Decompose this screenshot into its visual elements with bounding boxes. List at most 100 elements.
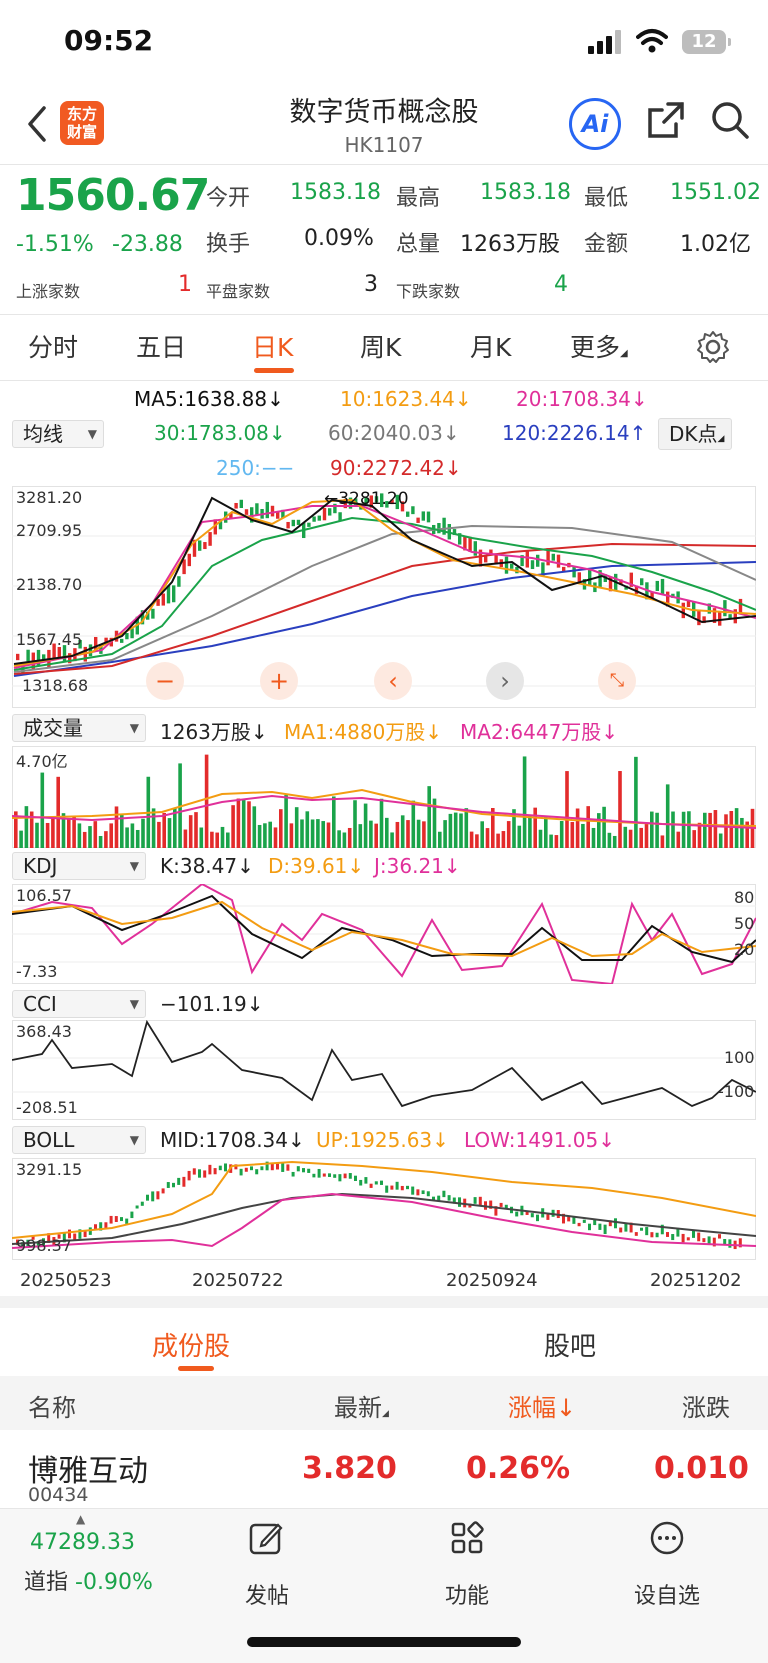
cci-selector[interactable]: CCI ▼ xyxy=(12,990,146,1018)
boll-candle xyxy=(286,1164,290,1171)
col-name[interactable]: 名称 xyxy=(28,1394,76,1422)
kdj-selector-label: KDJ xyxy=(23,854,58,878)
boll-candle xyxy=(296,1166,300,1172)
candle xyxy=(738,598,743,615)
volume-bar xyxy=(247,801,251,848)
boll-candle xyxy=(624,1223,628,1232)
boll-candle xyxy=(328,1173,331,1177)
candle xyxy=(281,509,285,519)
low-value: 1551.02 xyxy=(670,180,761,205)
boll-candle xyxy=(338,1174,342,1182)
volume-selector[interactable]: 成交量 ▼ xyxy=(12,714,146,742)
boll-candle xyxy=(546,1214,550,1220)
col-latest[interactable]: 最新◢ xyxy=(334,1394,389,1422)
candle xyxy=(62,645,67,663)
index-expand-icon[interactable]: ▲ xyxy=(76,1512,86,1526)
volume-bar xyxy=(332,796,336,848)
volume-bar xyxy=(575,808,580,848)
fullscreen-button[interactable]: ⤡ xyxy=(598,662,636,700)
boll-candle xyxy=(276,1163,279,1170)
tab-weekly-k[interactable]: 周K xyxy=(360,333,402,362)
boll-candle xyxy=(125,1218,129,1224)
volume-bar xyxy=(183,829,188,848)
volume-bar xyxy=(199,827,204,848)
boll-candle xyxy=(203,1170,207,1178)
scroll-right-button[interactable]: › xyxy=(486,662,524,700)
boll-candle xyxy=(359,1179,363,1186)
boll-candle xyxy=(322,1173,326,1177)
stock-code: 00434 xyxy=(28,1484,89,1506)
volume-bar xyxy=(273,827,278,848)
volume-bar xyxy=(347,827,352,848)
candle xyxy=(307,522,311,527)
boll-candle xyxy=(343,1173,347,1179)
volume-bar xyxy=(337,830,341,848)
boll-candle xyxy=(640,1227,643,1231)
candle xyxy=(733,609,737,624)
post-icon[interactable] xyxy=(248,1520,284,1556)
boll-selector[interactable]: BOLL ▼ xyxy=(12,1126,146,1154)
tab-monthly-k[interactable]: 月K xyxy=(470,333,512,362)
col-change[interactable]: 涨跌 xyxy=(682,1394,730,1422)
tab-forum[interactable]: 股吧 xyxy=(544,1332,597,1362)
settings-icon[interactable] xyxy=(696,330,730,364)
boll-candle xyxy=(499,1202,503,1207)
tab-five-day[interactable]: 五日 xyxy=(136,333,187,362)
turnover-value: 0.09% xyxy=(304,226,374,251)
back-icon[interactable] xyxy=(24,104,50,144)
volume-bar xyxy=(411,800,416,848)
functions-label[interactable]: 功能 xyxy=(444,1584,489,1609)
boll-candle xyxy=(120,1217,123,1222)
volume-bar xyxy=(93,821,98,848)
volume-bar xyxy=(740,817,744,848)
candle xyxy=(478,549,483,567)
volume-bar xyxy=(660,835,665,848)
more-icon[interactable] xyxy=(649,1520,685,1556)
volume-bar xyxy=(406,820,410,848)
boll-candle xyxy=(593,1218,597,1226)
dk-point-button[interactable]: DK点◢ xyxy=(658,418,732,450)
tab-daily-k[interactable]: 日K xyxy=(252,333,294,362)
volume-bar xyxy=(687,811,691,848)
ai-button[interactable]: Ai xyxy=(569,98,621,150)
section-gap xyxy=(0,1296,768,1308)
col-change-pct[interactable]: 涨幅↓ xyxy=(508,1394,577,1422)
index-value[interactable]: 47289.33 xyxy=(30,1530,135,1555)
tab-constituents[interactable]: 成份股 xyxy=(152,1332,231,1362)
boll-candle xyxy=(603,1224,607,1235)
volume-bar xyxy=(718,833,723,848)
tab-intraday[interactable]: 分时 xyxy=(28,333,79,362)
candle xyxy=(697,609,701,626)
add-watchlist-label[interactable]: 设自选 xyxy=(633,1584,700,1609)
index-ticker[interactable]: 道指 -0.90% xyxy=(24,1564,153,1596)
change-pct: -1.51% xyxy=(16,232,94,257)
boll-candle xyxy=(666,1232,669,1237)
kline-y2: 2709.95 xyxy=(16,521,83,540)
zoom-in-button[interactable]: + xyxy=(260,662,298,700)
tab-more[interactable]: 更多◢ xyxy=(570,333,628,362)
functions-icon[interactable] xyxy=(449,1520,485,1556)
volume-bar xyxy=(491,808,495,848)
kdj-svg xyxy=(12,884,756,984)
boll-candle xyxy=(686,1237,690,1241)
boll-candle xyxy=(588,1223,591,1231)
candle xyxy=(723,600,727,617)
search-icon[interactable] xyxy=(710,100,750,140)
candle xyxy=(265,501,269,519)
stock-name: 博雅互动 xyxy=(28,1454,148,1489)
volume-bar xyxy=(618,771,622,848)
zoom-out-button[interactable]: − xyxy=(146,662,184,700)
boll-candle xyxy=(426,1191,430,1197)
candle xyxy=(192,539,197,557)
candle xyxy=(395,494,399,510)
scroll-left-button[interactable]: ‹ xyxy=(374,662,412,700)
ma90-value: 90:2272.42↓ xyxy=(330,456,462,480)
candle xyxy=(156,599,160,606)
post-label[interactable]: 发帖 xyxy=(244,1584,289,1609)
boll-candle xyxy=(109,1215,113,1224)
share-icon[interactable] xyxy=(646,100,686,140)
volume-bar xyxy=(61,813,66,848)
kdj-selector[interactable]: KDJ ▼ xyxy=(12,852,146,880)
ma-selector[interactable]: 均线 ▼ xyxy=(12,420,104,448)
volume-bar xyxy=(141,818,145,848)
